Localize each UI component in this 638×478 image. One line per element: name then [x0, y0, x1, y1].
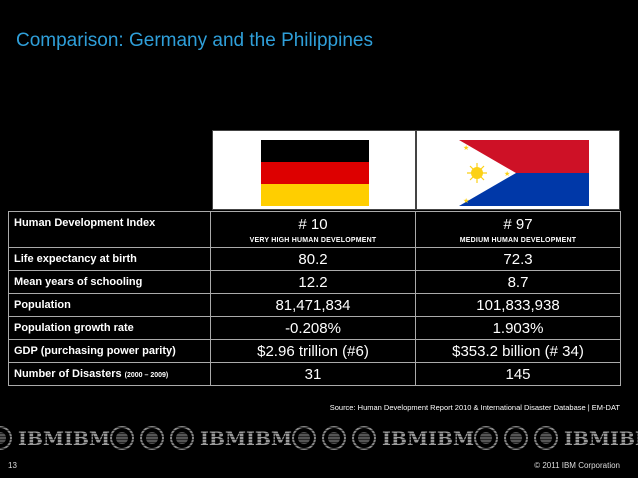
table-row: Population growth rate -0.208% 1.903%	[8, 316, 621, 340]
comparison-table: Human Development Index # 10 VERY HIGH H…	[8, 211, 621, 386]
germany-hdi-category: VERY HIGH HUMAN DEVELOPMENT	[249, 236, 377, 244]
row-label: Number of Disasters (2000 – 2009)	[8, 362, 211, 386]
germany-hdi: # 10 VERY HIGH HUMAN DEVELOPMENT	[210, 211, 416, 248]
philippines-hdi-category: MEDIUM HUMAN DEVELOPMENT	[459, 236, 577, 244]
germany-value: 81,471,834	[210, 293, 416, 317]
row-label-note: (2000 – 2009)	[124, 372, 169, 379]
ibm-logo-icon: IBMIBMIBMIBMIBMIBMIBMIBM	[0, 426, 638, 452]
table-row: GDP (purchasing power parity) $2.96 tril…	[8, 339, 621, 363]
philippines-flag-icon: ★ ★ ★	[459, 140, 589, 206]
svg-text:★: ★	[463, 144, 469, 152]
row-label: Population growth rate	[8, 316, 211, 340]
germany-value: -0.208%	[210, 316, 416, 340]
table-row: Human Development Index # 10 VERY HIGH H…	[8, 211, 621, 248]
germany-value: $2.96 trillion (#6)	[210, 339, 416, 363]
source-note: Source: Human Development Report 2010 & …	[329, 403, 620, 412]
germany-flag-icon	[261, 140, 369, 206]
table-row: Life expectancy at birth 80.2 72.3	[8, 247, 621, 271]
philippines-value: 145	[415, 362, 621, 386]
row-label: Mean years of schooling	[8, 270, 211, 294]
philippines-hdi-rank: # 97	[503, 215, 533, 233]
germany-flag-cell	[212, 130, 416, 210]
page-number: 13	[8, 461, 17, 470]
philippines-value: 8.7	[415, 270, 621, 294]
svg-text:★: ★	[463, 197, 469, 205]
row-label-text: Number of Disasters	[14, 368, 122, 380]
copyright: © 2011 IBM Corporation	[534, 461, 620, 470]
slide-title: Comparison: Germany and the Philippines	[16, 30, 373, 51]
ibm-logo-band: IBMIBMIBMIBMIBMIBMIBMIBM	[0, 423, 638, 453]
philippines-value: 72.3	[415, 247, 621, 271]
table-row: Number of Disasters (2000 – 2009) 31 145	[8, 362, 621, 386]
svg-text:★: ★	[504, 170, 510, 178]
row-label: Population	[8, 293, 211, 317]
row-label: Life expectancy at birth	[8, 247, 211, 271]
germany-value: 31	[210, 362, 416, 386]
row-label: Human Development Index	[8, 211, 211, 248]
philippines-value: 101,833,938	[415, 293, 621, 317]
table-row: Population 81,471,834 101,833,938	[8, 293, 621, 317]
germany-value: 80.2	[210, 247, 416, 271]
philippines-flag-cell: ★ ★ ★	[416, 130, 620, 210]
philippines-hdi: # 97 MEDIUM HUMAN DEVELOPMENT	[415, 211, 621, 248]
germany-hdi-rank: # 10	[298, 215, 328, 233]
germany-value: 12.2	[210, 270, 416, 294]
row-label: GDP (purchasing power parity)	[8, 339, 211, 363]
philippines-value: 1.903%	[415, 316, 621, 340]
philippines-value: $353.2 billion (# 34)	[415, 339, 621, 363]
table-row: Mean years of schooling 12.2 8.7	[8, 270, 621, 294]
